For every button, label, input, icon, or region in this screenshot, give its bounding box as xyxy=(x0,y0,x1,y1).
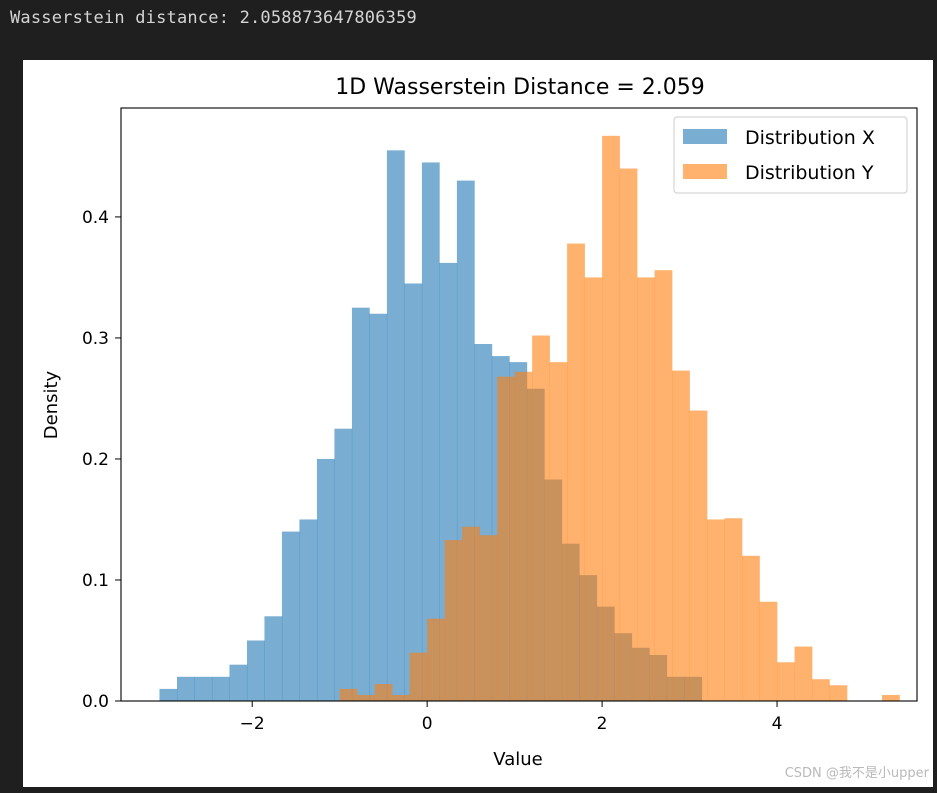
y-tick-label: 0.2 xyxy=(82,450,109,470)
histogram-bar-distribution-y xyxy=(584,277,603,701)
histogram-bar-distribution-x xyxy=(351,307,370,701)
histogram-bar-distribution-x xyxy=(404,283,423,701)
histogram-bar-distribution-x xyxy=(386,150,405,701)
histogram-bar-distribution-y xyxy=(742,555,760,701)
histogram-bar-distribution-y xyxy=(427,618,445,701)
histogram-bar-distribution-x xyxy=(334,428,353,701)
histogram-bar-distribution-y xyxy=(374,684,393,701)
histogram-bar-distribution-y xyxy=(794,646,813,701)
histogram-bar-distribution-y xyxy=(549,362,568,701)
histogram-bar-distribution-y xyxy=(479,535,498,701)
histogram-bar-distribution-y xyxy=(689,410,708,701)
x-axis-label: Value xyxy=(493,749,542,770)
histogram-bar-distribution-y xyxy=(777,662,795,701)
histogram-bar-distribution-y xyxy=(654,270,673,701)
histogram-bar-distribution-y xyxy=(392,694,410,701)
histogram-bar-distribution-y xyxy=(444,540,463,701)
x-tick-label: 2 xyxy=(597,714,608,734)
histogram-bar-distribution-x xyxy=(176,676,195,701)
histogram-bar-distribution-y xyxy=(409,652,428,701)
console-output-line: Wasserstein distance: 2.058873647806359 xyxy=(10,8,417,28)
histogram-bar-distribution-y xyxy=(567,243,585,702)
chart-title: 1D Wasserstein Distance = 2.059 xyxy=(335,75,705,100)
histogram-bar-distribution-y xyxy=(357,694,375,701)
histogram-bar-distribution-y xyxy=(637,277,655,701)
x-tick-label: 4 xyxy=(772,714,783,734)
histogram-bar-distribution-x xyxy=(159,688,178,701)
histogram-bar-distribution-y xyxy=(497,376,515,701)
legend-swatch-distribution-y xyxy=(683,164,727,179)
legend: Distribution X Distribution Y xyxy=(673,116,908,194)
histogram-bar-distribution-x xyxy=(246,640,265,701)
histogram-bar-distribution-y xyxy=(672,370,690,701)
legend-label-distribution-y: Distribution Y xyxy=(745,162,874,184)
histogram-bar-distribution-y xyxy=(707,519,725,701)
histogram-bar-distribution-y xyxy=(514,371,533,701)
axes-frame xyxy=(120,107,918,702)
legend-swatch-distribution-x xyxy=(683,129,727,144)
legend-box xyxy=(673,116,908,194)
histogram-bar-distribution-y xyxy=(462,526,480,701)
histogram-bar-distribution-x xyxy=(316,458,335,701)
histogram-bar-distribution-x xyxy=(229,664,248,701)
histogram-bar-distribution-x xyxy=(369,313,388,701)
y-tick-label: 0.0 xyxy=(82,692,109,712)
legend-label-distribution-x: Distribution X xyxy=(745,127,875,149)
x-axis-ticks: −2 0 2 4 xyxy=(240,701,783,734)
y-axis-label: Density xyxy=(41,370,62,439)
histogram-bar-distribution-y xyxy=(619,168,638,701)
histogram-bar-distribution-y xyxy=(759,601,778,701)
y-tick-label: 0.4 xyxy=(82,208,109,228)
histogram-bar-distribution-x xyxy=(421,162,440,702)
bars-layer xyxy=(159,135,900,702)
plot-output-frame: 1D Wasserstein Distance = 2.059 −2 0 2 4 0.… xyxy=(23,60,933,787)
csdn-watermark: CSDN @我不是小upper xyxy=(784,766,929,781)
x-tick-label: −2 xyxy=(240,714,265,734)
y-tick-label: 0.1 xyxy=(82,571,109,591)
histogram-bar-distribution-y xyxy=(724,518,743,701)
histogram-bar-distribution-x xyxy=(211,676,230,701)
histogram-bar-distribution-y xyxy=(602,135,620,701)
x-tick-label: 0 xyxy=(422,714,433,734)
histogram-bar-distribution-y xyxy=(829,685,848,701)
histogram-bar-distribution-y xyxy=(882,694,900,701)
histogram-bar-distribution-x xyxy=(264,616,283,701)
histogram-chart: 1D Wasserstein Distance = 2.059 −2 0 2 4 0.… xyxy=(41,75,918,770)
histogram-bar-distribution-x xyxy=(299,519,318,701)
histogram-bar-distribution-x xyxy=(281,531,300,701)
histogram-bar-distribution-x xyxy=(194,676,213,701)
histogram-bar-distribution-y xyxy=(812,679,830,701)
histogram-bar-distribution-y xyxy=(532,335,550,701)
y-axis-ticks: 0.0 0.1 0.2 0.3 0.4 xyxy=(82,208,121,712)
histogram-bar-distribution-y xyxy=(339,688,358,701)
y-tick-label: 0.3 xyxy=(82,329,109,349)
